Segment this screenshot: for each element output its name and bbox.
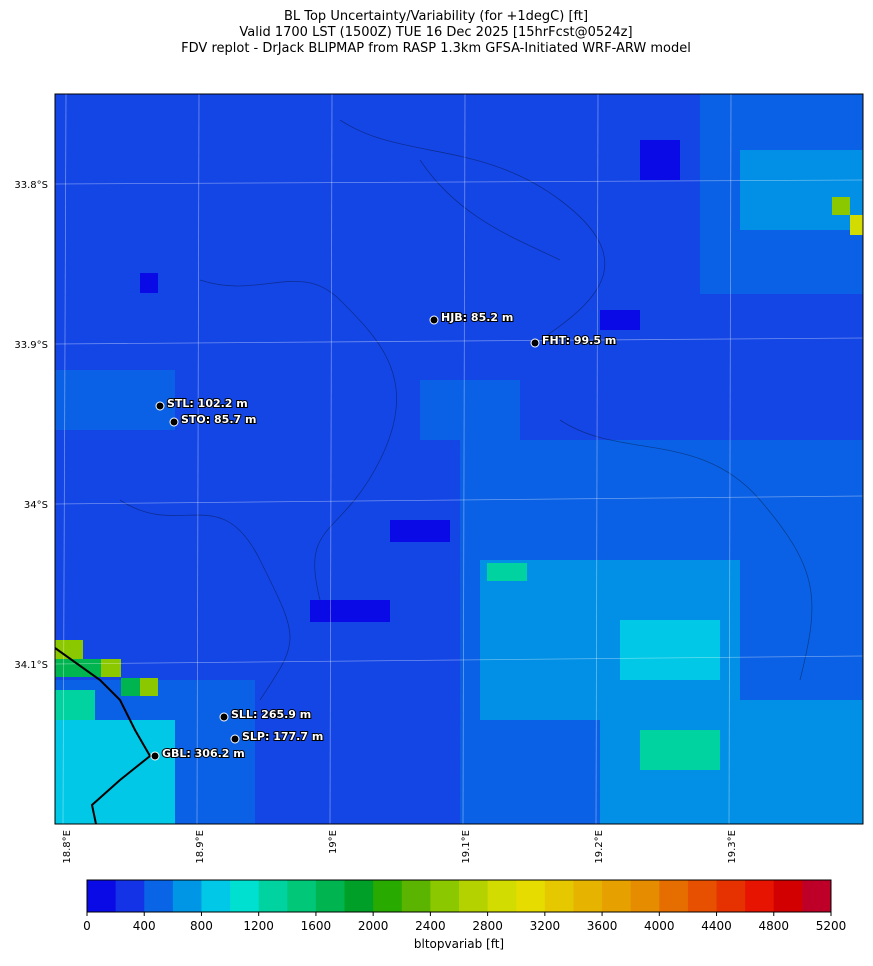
colorbar-bin [401, 880, 431, 912]
colorbar-tick-label: 5200 [816, 919, 847, 933]
colorbar-bin [373, 880, 403, 912]
colorbar-bin [516, 880, 546, 912]
colorbar-bin [659, 880, 689, 912]
lon-label: 19°E [328, 830, 339, 854]
colorbar-tick-label: 1600 [301, 919, 332, 933]
colorbar-tick-label: 2000 [358, 919, 389, 933]
title-line: FDV replot - DrJack BLIPMAP from RASP 1.… [181, 41, 691, 56]
station-marker [155, 401, 165, 411]
colorbar-bin [773, 880, 803, 912]
station-marker [429, 315, 439, 325]
lon-label: 19.2°E [594, 830, 605, 864]
colorbar-tick-label: 4000 [644, 919, 675, 933]
colorbar-bin [544, 880, 574, 912]
colorbar-tick-label: 4800 [758, 919, 789, 933]
colorbar-bin [630, 880, 660, 912]
colorbar-tick-label: 2400 [415, 919, 446, 933]
colorbar-tick-label: 3200 [530, 919, 561, 933]
map [55, 94, 863, 824]
lat-label: 34.1°S [14, 660, 48, 671]
lat-label: 33.8°S [14, 180, 48, 191]
colorbar-bin [172, 880, 202, 912]
colorbar-bin [230, 880, 260, 912]
colorbar-tick-label: 0 [83, 919, 91, 933]
station-label: STO: 85.7 m [181, 413, 256, 426]
map-frame [54, 93, 864, 825]
colorbar-tick-label: 400 [133, 919, 156, 933]
station-marker [219, 712, 229, 722]
colorbar-bin [430, 880, 460, 912]
colorbar-tick-label: 4400 [701, 919, 732, 933]
colorbar-bin [344, 880, 374, 912]
colorbar-tick-label: 2800 [472, 919, 503, 933]
station-label: SLL: 265.9 m [231, 708, 311, 721]
colorbar-bin [602, 880, 632, 912]
colorbar-frame [86, 879, 832, 913]
station-marker [150, 751, 160, 761]
colorbar-bin [687, 880, 718, 912]
colorbar-tick-label: 1200 [243, 919, 274, 933]
colorbar-bin [87, 880, 117, 912]
station-label: SLP: 177.7 m [242, 730, 323, 743]
colorbar-bin [115, 880, 145, 912]
colorbar-bin [716, 880, 746, 912]
title-line: BL Top Uncertainty/Variability (for +1de… [284, 9, 588, 24]
lon-label: 18.9°E [195, 830, 206, 864]
colorbar-bin [459, 880, 489, 912]
lon-label: 19.3°E [727, 830, 738, 864]
colorbar-tick-label: 800 [190, 919, 213, 933]
title-line: Valid 1700 LST (1500Z) TUE 16 Dec 2025 [… [239, 25, 632, 40]
station-label: GBL: 306.2 m [162, 747, 245, 760]
colorbar-bin [315, 880, 346, 912]
lon-label: 19.1°E [461, 830, 472, 864]
colorbar-label: bltopvariab [ft] [414, 937, 504, 951]
colorbar-bin [201, 880, 231, 912]
colorbar-bin [573, 880, 603, 912]
station-marker [169, 417, 179, 427]
station-label: FHT: 99.5 m [542, 334, 616, 347]
station-marker [230, 734, 240, 744]
lon-label: 18.8°E [62, 830, 73, 864]
colorbar-bin [287, 880, 317, 912]
colorbar-bin [144, 880, 174, 912]
colorbar-bin [802, 880, 832, 912]
colorbar-bin [487, 880, 517, 912]
colorbar-bin [258, 880, 288, 912]
station-marker [530, 338, 540, 348]
lat-label: 33.9°S [14, 340, 48, 351]
station-label: STL: 102.2 m [167, 397, 248, 410]
colorbar-bin [745, 880, 775, 912]
lat-label: 34°S [24, 500, 48, 511]
colorbar-tick-label: 3600 [587, 919, 618, 933]
station-label: HJB: 85.2 m [441, 311, 513, 324]
